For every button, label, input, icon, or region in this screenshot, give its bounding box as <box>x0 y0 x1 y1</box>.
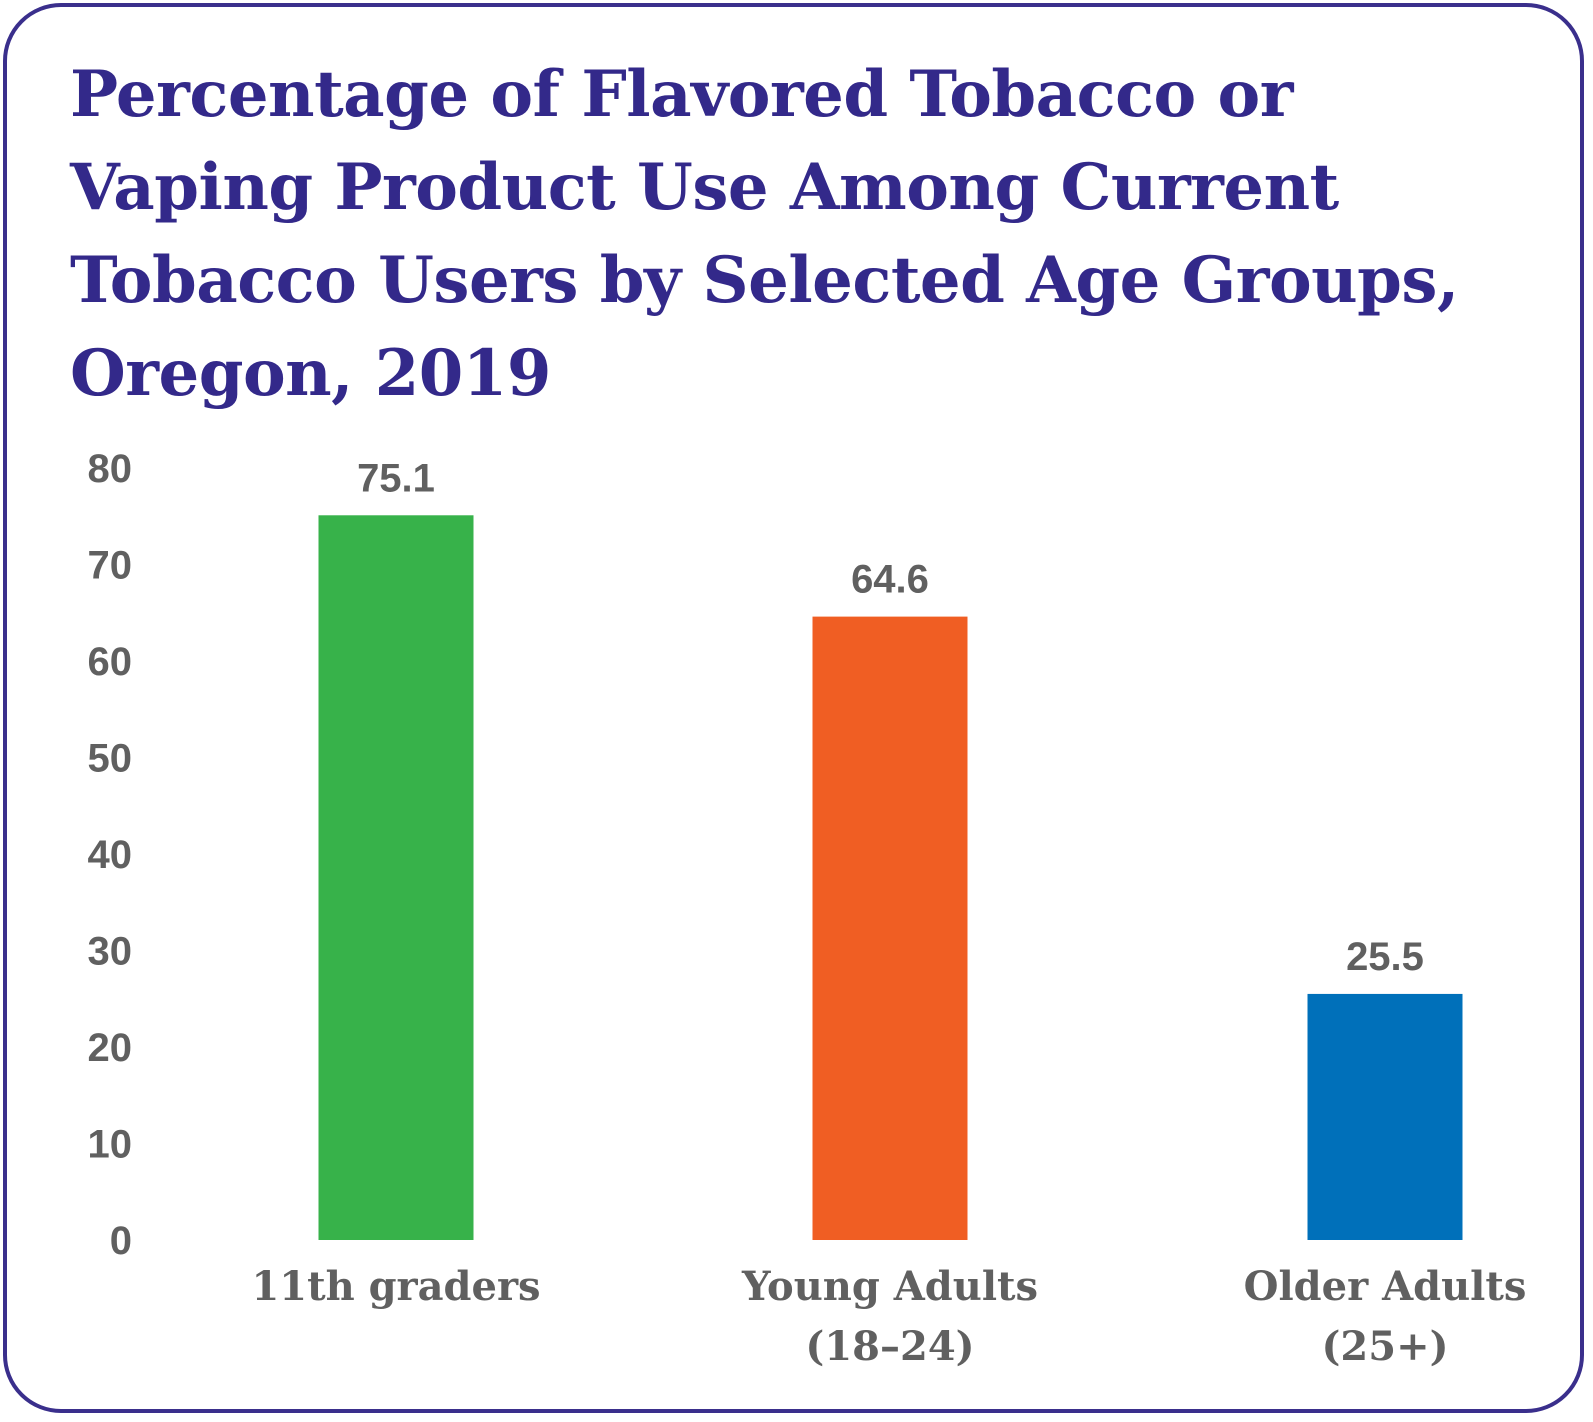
y-tick-label: 10 <box>88 1123 133 1167</box>
y-tick-label: 40 <box>88 833 133 877</box>
y-tick-label: 60 <box>88 640 133 684</box>
y-tick-label: 80 <box>88 447 133 491</box>
y-tick-label: 50 <box>88 737 133 781</box>
bar <box>812 616 968 1240</box>
x-category-label: Older Adults <box>1244 1263 1527 1310</box>
x-category-label: 11th graders <box>251 1263 540 1310</box>
bar <box>1307 993 1463 1240</box>
bar-value-label: 75.1 <box>357 456 435 500</box>
x-category-label: Young Adults <box>741 1263 1038 1310</box>
chart-title-line: Percentage of Flavored Tobacco or <box>70 57 1293 132</box>
y-tick-label: 70 <box>88 544 133 588</box>
chart-title-line: Tobacco Users by Selected Age Groups, <box>70 243 1459 318</box>
bar-value-label: 64.6 <box>851 558 929 602</box>
y-tick-label: 20 <box>88 1026 133 1070</box>
chart-title-line: Vaping Product Use Among Current <box>70 150 1339 225</box>
chart-title: Percentage of Flavored Tobacco or Vaping… <box>70 48 1530 420</box>
chart-title-line: Oregon, 2019 <box>70 336 551 411</box>
x-category-label: (25+) <box>1321 1323 1448 1370</box>
bar <box>318 515 474 1240</box>
y-tick-label: 0 <box>110 1219 132 1263</box>
bar-value-label: 25.5 <box>1346 935 1424 979</box>
y-tick-label: 30 <box>88 930 133 974</box>
x-category-label: (18–24) <box>805 1323 974 1370</box>
